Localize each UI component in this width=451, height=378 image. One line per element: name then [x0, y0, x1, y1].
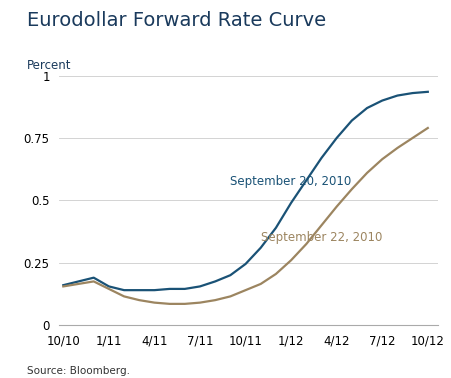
Text: Percent: Percent	[27, 59, 71, 71]
Text: September 22, 2010: September 22, 2010	[260, 231, 381, 244]
Text: Source: Bloomberg.: Source: Bloomberg.	[27, 366, 130, 376]
Text: Eurodollar Forward Rate Curve: Eurodollar Forward Rate Curve	[27, 11, 326, 30]
Text: September 20, 2010: September 20, 2010	[230, 175, 351, 188]
